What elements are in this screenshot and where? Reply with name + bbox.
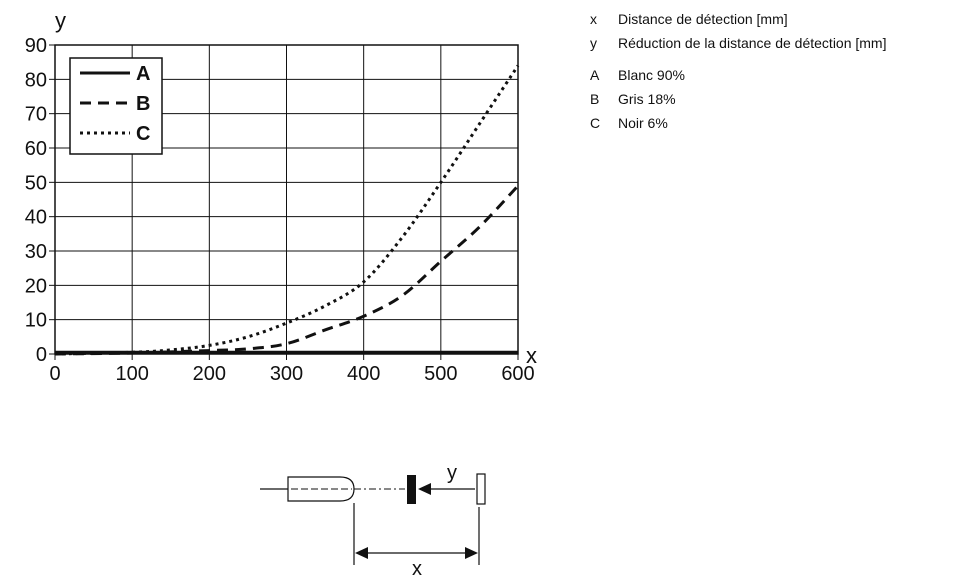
key-text: Blanc 90% xyxy=(618,67,685,83)
x-tick-label: 400 xyxy=(347,363,380,385)
x-tick-label: 500 xyxy=(424,363,457,385)
legend-label-b: B xyxy=(136,93,150,115)
x-arrow-left xyxy=(355,547,368,559)
y-tick-label: 0 xyxy=(36,344,47,366)
chart: 0 100 200 300 400 500 600 0 10 20 30 40 50 60 70 80 90 y… xyxy=(25,8,537,385)
y-tick-label: 60 xyxy=(25,138,47,160)
y-tick-label: 80 xyxy=(25,69,47,91)
plot-frame xyxy=(54,44,519,355)
dark-target xyxy=(407,475,416,504)
y-tick-label: 40 xyxy=(25,207,47,229)
x-tick-label: 200 xyxy=(193,363,226,385)
y-tick-label: 90 xyxy=(25,35,47,57)
key-text: Réduction de la distance de détection [m… xyxy=(618,35,887,51)
y-tick-label: 50 xyxy=(25,172,47,194)
legend: A B C xyxy=(69,57,163,155)
key-text: Distance de détection [mm] xyxy=(618,11,788,27)
key-row-b: B Gris 18% xyxy=(590,90,887,114)
y-tick-label: 10 xyxy=(25,310,47,332)
y-arrow-head xyxy=(418,483,431,495)
key-row-a: A Blanc 90% xyxy=(590,66,887,90)
series-line-c xyxy=(54,64,520,356)
key-text: Noir 6% xyxy=(618,115,668,131)
key-letter: y xyxy=(590,35,597,51)
y-tick-label: 70 xyxy=(25,104,47,126)
key-row-c: C Noir 6% xyxy=(590,114,887,138)
legend-label-c: C xyxy=(136,123,150,145)
key-row-y: y Réduction de la distance de détection … xyxy=(590,34,887,58)
key-letter: C xyxy=(590,115,601,131)
y-axis-label: y xyxy=(55,8,66,33)
sensor-diagram: y x xyxy=(260,462,486,575)
key-text: Gris 18% xyxy=(618,91,676,107)
x-tick-label: 300 xyxy=(270,363,303,385)
tick-labels: 0 100 200 300 400 500 600 0 10 20 30 40 50 60 70 80 90 xyxy=(25,35,535,385)
y-tick-label: 20 xyxy=(25,275,47,297)
key-letter: B xyxy=(590,91,600,107)
y-tick-label: 30 xyxy=(25,241,47,263)
key-row-x: x Distance de détection [mm] xyxy=(590,10,887,34)
x-tick-label: 100 xyxy=(115,363,148,385)
series-line-b xyxy=(54,184,520,356)
diagram-x-label: x xyxy=(412,558,422,575)
diagram-y-label: y xyxy=(447,462,457,484)
x-axis-label: x xyxy=(526,343,537,368)
legend-label-a: A xyxy=(136,63,150,85)
key-panel: x Distance de détection [mm] y Réduction… xyxy=(590,10,887,138)
x-tick-label: 0 xyxy=(49,363,60,385)
chart-series xyxy=(54,64,520,356)
key-letter: A xyxy=(590,67,600,83)
reference-target xyxy=(476,473,486,505)
key-letter: x xyxy=(590,11,597,27)
x-arrow-right xyxy=(465,547,478,559)
x-tick-label: 600 xyxy=(501,363,534,385)
